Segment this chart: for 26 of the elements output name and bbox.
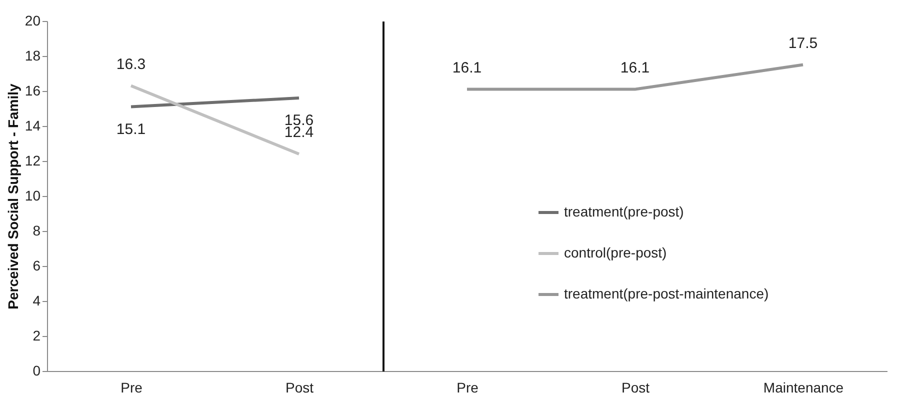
x-tick-label: Maintenance xyxy=(763,380,844,396)
y-axis-title: Perceived Social Support - Family xyxy=(4,83,21,310)
y-tick-label: 2 xyxy=(32,328,41,344)
data-label: 16.1 xyxy=(452,59,482,76)
y-tick-label: 12 xyxy=(24,152,41,168)
y-tick-label: 6 xyxy=(32,258,41,274)
y-tick-label: 0 xyxy=(32,362,41,378)
x-tick-label: Pre xyxy=(120,380,143,396)
y-tick-label: 4 xyxy=(32,292,41,308)
data-label: 16.3 xyxy=(116,56,146,73)
y-tick-label: 10 xyxy=(24,188,41,204)
x-tick-label: Pre xyxy=(456,380,479,396)
data-label: 16.1 xyxy=(620,59,650,76)
y-tick-label: 18 xyxy=(24,48,41,64)
y-tick-label: 16 xyxy=(24,82,41,98)
x-tick-label: Post xyxy=(621,380,650,396)
data-label: 12.4 xyxy=(284,124,314,141)
legend-label: treatment(pre-post) xyxy=(564,204,684,220)
legend-label: control(pre-post) xyxy=(564,244,667,260)
data-label: 15.1 xyxy=(116,120,146,138)
y-tick-label: 8 xyxy=(32,222,41,238)
y-tick-label: 14 xyxy=(24,118,41,134)
data-label: 17.5 xyxy=(788,34,818,52)
legend-label: treatment(pre-post-maintenance) xyxy=(564,286,769,302)
x-tick-label: Post xyxy=(285,380,314,396)
y-tick-label: 20 xyxy=(24,12,41,28)
